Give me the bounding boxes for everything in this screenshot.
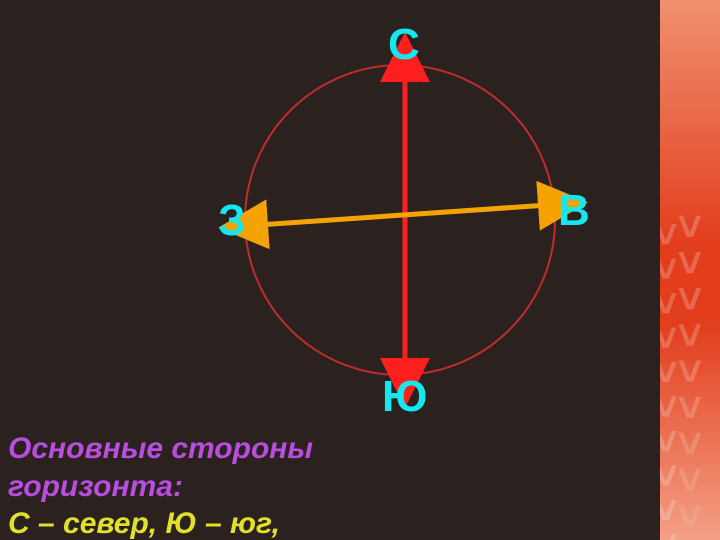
caption-body-line: С – север, Ю – юг,: [8, 505, 313, 540]
caption-block: Основные стороны горизонта: С – север, Ю…: [8, 430, 313, 540]
bg-side: > > > > > > > > > > > > > > > > > > > >: [660, 0, 720, 540]
label-west: З: [218, 196, 246, 246]
label-north: С: [388, 20, 420, 70]
label-south: Ю: [382, 372, 427, 422]
slide: > > > > > > > > > > > > > > > > > > > > …: [0, 0, 720, 540]
label-east: В: [558, 186, 590, 236]
caption-title-line1: Основные стороны: [8, 430, 313, 468]
caption-title-line2: горизонта:: [8, 468, 313, 506]
chevron-watermark-2: > > > > > > > > > >: [660, 223, 688, 540]
